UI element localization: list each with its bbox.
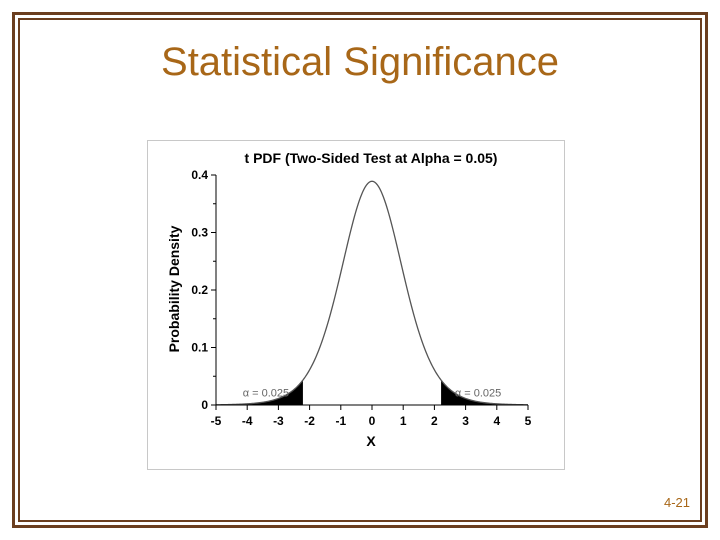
slide-border-inner — [18, 18, 702, 522]
t-pdf-chart: t PDF (Two-Sided Test at Alpha = 0.05) P… — [166, 150, 532, 449]
x-tick-label: 2 — [431, 414, 438, 428]
chart-panel: t PDF (Two-Sided Test at Alpha = 0.05) P… — [147, 140, 565, 470]
slide-border-outer — [12, 12, 708, 528]
y-tick-label: 0.4 — [191, 168, 208, 182]
x-tick-label: -2 — [304, 414, 315, 428]
y-tick-label: 0 — [201, 398, 208, 412]
chart-title: t PDF (Two-Sided Test at Alpha = 0.05) — [245, 150, 498, 166]
x-tick-label: -3 — [273, 414, 284, 428]
x-tick-label: 4 — [493, 414, 500, 428]
y-tick-label: 0.1 — [191, 341, 208, 355]
x-tick-label: -1 — [335, 414, 346, 428]
y-tick-label: 0.3 — [191, 226, 208, 240]
y-axis-label: Probability Density — [166, 225, 182, 352]
tail-region-left — [216, 380, 303, 405]
x-tick-label: 3 — [462, 414, 469, 428]
x-tick-label: -5 — [211, 414, 222, 428]
x-tick-label: 0 — [369, 414, 376, 428]
x-tick-label: 5 — [525, 414, 532, 428]
alpha-label-right: α = 0.025 — [455, 388, 501, 400]
x-axis-label: X — [366, 433, 376, 449]
tail-region-right — [441, 380, 528, 405]
page-number: 4-21 — [663, 495, 690, 510]
x-tick-label: 1 — [400, 414, 407, 428]
pdf-curve — [215, 180, 529, 406]
y-tick-label: 0.2 — [191, 283, 208, 297]
alpha-label-left: α = 0.025 — [243, 388, 289, 400]
slide-title: Statistical Significance — [161, 40, 559, 84]
plot-area: -5 -4 -3 -2 -1 0 1 2 3 4 5 0 0.1 0.2 0.3 0.4 α = 0.025 α … — [191, 168, 531, 428]
x-tick-label: -4 — [242, 414, 253, 428]
